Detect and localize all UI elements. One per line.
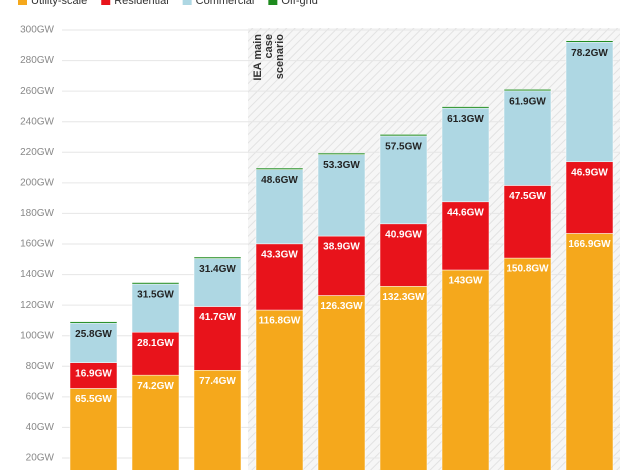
bar-segment: [131, 282, 180, 285]
bar-segment: [193, 256, 242, 259]
bar-segment: [193, 258, 242, 307]
y-tick-label: 120GW: [20, 300, 54, 311]
y-tick-label: 280GW: [20, 55, 54, 66]
value-label: 150.8GW: [506, 264, 549, 275]
y-tick-label: 260GW: [20, 86, 54, 97]
value-label: 48.6GW: [261, 175, 298, 186]
bar-segment: [441, 107, 490, 203]
value-label: 43.3GW: [261, 249, 298, 260]
value-label: 31.4GW: [199, 264, 236, 275]
bar-segment: [317, 152, 366, 155]
legend-label: Off-grid: [281, 0, 317, 7]
y-tick-label: 160GW: [20, 239, 54, 250]
bar-segment: [193, 370, 242, 470]
value-label: 38.9GW: [323, 242, 360, 253]
value-label: 65.5GW: [75, 394, 112, 405]
bar-segment: [69, 362, 118, 389]
bar-segment: [503, 89, 552, 92]
value-label: 57.5GW: [385, 142, 422, 153]
y-tick-label: 240GW: [20, 116, 54, 127]
value-label: 25.8GW: [75, 329, 112, 340]
annotation: IEA maincasescenario: [252, 34, 286, 81]
bar-segment: [565, 40, 614, 43]
bar-segment: [379, 286, 428, 470]
y-tick-label: 20GW: [26, 453, 55, 464]
y-tick-label: 180GW: [20, 208, 54, 219]
y-tick-label: 60GW: [26, 391, 55, 402]
bar-segment: [379, 223, 428, 287]
value-label: 116.8GW: [259, 316, 301, 327]
bar-segment: [503, 90, 552, 186]
y-tick-label: 40GW: [26, 422, 55, 433]
value-label: 41.7GW: [199, 312, 236, 323]
value-label: 74.2GW: [137, 381, 174, 392]
value-label: 61.3GW: [447, 114, 484, 125]
bar-segment: [131, 331, 180, 376]
bar-segment: [255, 169, 304, 245]
bar-segment: [503, 185, 552, 259]
bar-segment: [565, 41, 614, 163]
value-label: 47.5GW: [509, 191, 546, 202]
bar-segment: [255, 243, 304, 311]
value-label: 132.3GW: [382, 292, 425, 303]
value-label: 44.6GW: [447, 207, 484, 218]
scenario-region: [248, 28, 620, 470]
bar-segment: [565, 233, 614, 470]
value-label: 40.9GW: [385, 229, 422, 240]
y-tick-label: 100GW: [20, 330, 54, 341]
y-tick-label: 200GW: [20, 177, 54, 188]
value-label: 53.3GW: [323, 160, 360, 171]
legend-swatch: [18, 0, 27, 5]
value-label: 143GW: [449, 276, 483, 287]
bar-segment: [193, 306, 242, 371]
y-tick-label: 220GW: [20, 147, 54, 158]
bar-segment: [441, 106, 490, 109]
y-tick-label: 80GW: [26, 361, 55, 372]
bar-segment: [69, 388, 118, 470]
value-label: 61.9GW: [509, 96, 546, 107]
bar-segment: [255, 167, 304, 170]
legend-label: Utility-scale: [31, 0, 87, 7]
bar-segment: [565, 161, 614, 234]
value-label: 31.5GW: [137, 290, 174, 301]
legend-label: Residential: [114, 0, 168, 7]
value-label: 46.9GW: [571, 167, 608, 178]
value-label: 126.3GW: [320, 301, 363, 312]
value-label: 28.1GW: [137, 338, 174, 349]
bar-segment: [441, 201, 490, 271]
y-tick-label: 140GW: [20, 269, 54, 280]
bar-segment: [379, 134, 428, 137]
legend-swatch: [182, 0, 192, 5]
value-label: 77.4GW: [199, 376, 236, 387]
legend-swatch: [268, 0, 278, 5]
bar-segment: [69, 321, 118, 324]
y-tick-label: 300GW: [20, 25, 54, 36]
bar-segment: [317, 295, 366, 470]
bar-segment: [317, 235, 366, 296]
bar-segment: [69, 322, 118, 363]
legend-label: Commercial: [196, 0, 255, 7]
bar-segment: [317, 154, 366, 237]
value-label: 78.2GW: [571, 48, 608, 59]
legend-swatch: [101, 0, 111, 5]
bar-segment: [255, 309, 304, 470]
bar-segment: [503, 257, 552, 470]
bar-segment: [441, 269, 490, 470]
value-label: 16.9GW: [75, 368, 112, 379]
value-label: 166.9GW: [568, 239, 611, 250]
